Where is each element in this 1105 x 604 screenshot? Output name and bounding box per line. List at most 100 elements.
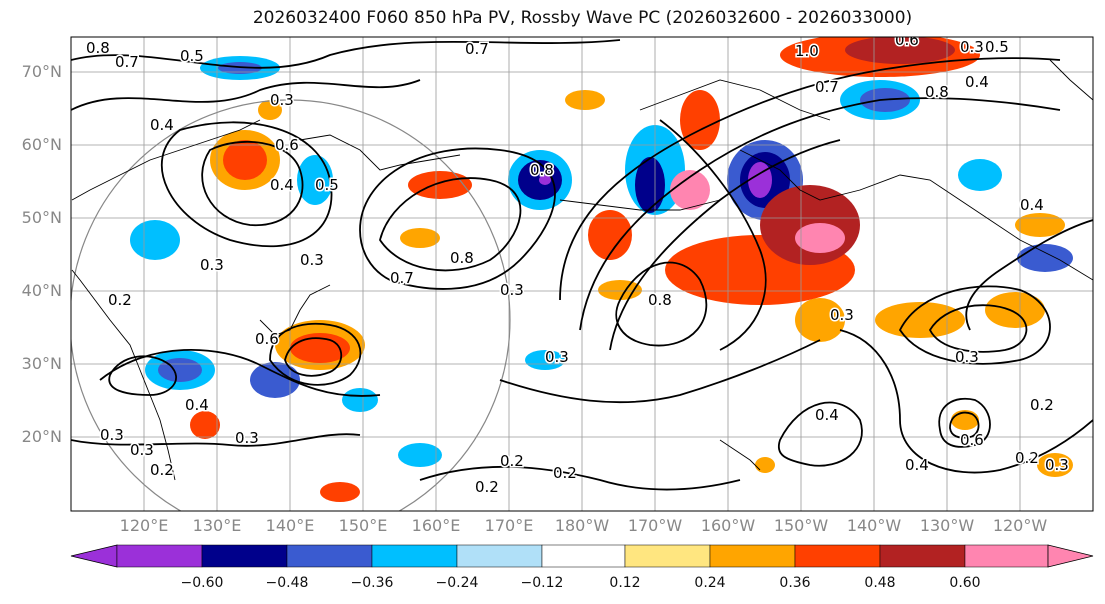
shade-positive <box>190 411 220 439</box>
lon-label: 130°E <box>192 516 242 535</box>
shade-positive <box>985 292 1045 328</box>
contour-line <box>419 465 741 491</box>
lat-label: 70°N <box>21 62 62 81</box>
colorbar-swatch <box>624 544 711 568</box>
coastline <box>719 439 761 471</box>
map-title: 2026032400 F060 850 hPa PV, Rossby Wave … <box>252 8 913 28</box>
contour-label: 0.3 <box>235 429 259 447</box>
coastline <box>739 149 1093 281</box>
contour-label: 0.8 <box>450 249 474 267</box>
contour-label: 0.8 <box>530 161 554 179</box>
shade-positive <box>875 302 965 338</box>
contour-label: 0.6 <box>895 31 919 49</box>
shade-positive <box>408 171 472 199</box>
contour-label: 0.4 <box>1020 196 1044 214</box>
shade-positive <box>588 210 632 260</box>
colorbar <box>70 544 1094 568</box>
shade-positive <box>400 228 440 248</box>
shade-positive <box>320 482 360 502</box>
contour-label: 0.8 <box>925 83 949 101</box>
lon-label: 150°W <box>773 516 829 535</box>
contour-label: 0.7 <box>115 53 139 71</box>
contour-label: 0.3 <box>100 426 124 444</box>
reference-circle <box>71 99 511 511</box>
contour-label: 0.2 <box>475 478 499 496</box>
contour-label: 0.3 <box>955 348 979 366</box>
lon-label: 130°W <box>919 516 975 535</box>
contour-label: 0.5 <box>180 47 204 65</box>
contour-label: 1.0 <box>795 42 819 60</box>
contour-label: 0.4 <box>905 456 929 474</box>
colorbar-max-arrow <box>1047 544 1094 568</box>
coastlines <box>71 59 1093 481</box>
colorbar-swatch <box>709 544 796 568</box>
contour-label: 0.4 <box>270 176 294 194</box>
coastline <box>71 119 261 201</box>
colorbar-tick-label: 0.48 <box>864 575 896 591</box>
lat-label: 50°N <box>21 208 62 227</box>
coastline <box>639 79 831 121</box>
contour-label: 0.6 <box>960 431 984 449</box>
shade-negative <box>958 159 1002 191</box>
lat-label: 40°N <box>21 281 62 300</box>
contour-label: 0.7 <box>390 269 414 287</box>
contour-label: 0.4 <box>965 73 989 91</box>
colorbar-swatch <box>541 544 626 568</box>
contour-line <box>579 97 1061 331</box>
coastline <box>1049 59 1093 101</box>
shade-positive <box>755 457 775 473</box>
contour-label: 0.8 <box>648 291 672 309</box>
colorbar-tick-label: −0.12 <box>520 575 564 591</box>
colorbar-swatch <box>371 544 458 568</box>
lat-label: 20°N <box>21 427 62 446</box>
contour-label: 0.4 <box>185 396 209 414</box>
colorbar-min-arrow <box>70 544 118 568</box>
contour-line <box>269 322 362 386</box>
shade-negative <box>1017 244 1073 272</box>
contour-line <box>949 411 980 439</box>
contour-line <box>71 79 421 111</box>
contour-label: 0.2 <box>1015 449 1039 467</box>
colorbar-tick-label: 0.24 <box>694 575 726 591</box>
shade-positive <box>1037 453 1073 477</box>
shade-negative <box>218 62 262 74</box>
contour-label: 0.2 <box>1030 396 1054 414</box>
lon-label: 120°W <box>992 516 1048 535</box>
lon-label: 140°E <box>265 516 315 535</box>
shade-positive <box>565 90 605 110</box>
contour-line <box>898 285 1051 365</box>
lon-label: 160°E <box>411 516 461 535</box>
contour-label: 0.2 <box>108 291 132 309</box>
coastline <box>299 134 461 171</box>
contour-label: 0.6 <box>275 136 299 154</box>
contour-line <box>359 147 556 290</box>
contour-label: 0.3 <box>830 306 854 324</box>
contour-label: 0.2 <box>500 452 524 470</box>
shade-positive <box>845 37 955 64</box>
colorbar-swatch <box>456 544 543 568</box>
contour-line <box>71 39 621 69</box>
colorbar-tick-label: −0.60 <box>180 575 224 591</box>
colorbar-tick-label: −0.24 <box>435 575 479 591</box>
colorbar-tick-label: 0.60 <box>949 575 981 591</box>
shade-positive <box>795 223 845 253</box>
contour-line <box>71 433 361 447</box>
contour-line <box>284 337 343 377</box>
shade-positive <box>598 280 642 300</box>
shade-negative <box>748 162 772 198</box>
contour-line <box>161 121 333 248</box>
contour-label: 0.7 <box>815 78 839 96</box>
colorbar-tick-label: 0.12 <box>609 575 641 591</box>
contour-line <box>108 355 177 396</box>
shade-positive <box>1015 213 1065 237</box>
contour-line <box>928 304 1028 353</box>
lon-label: 180°W <box>554 516 610 535</box>
shade-positive <box>795 298 845 342</box>
shade-positive <box>223 140 267 180</box>
contour-label: 0.3 <box>1045 456 1069 474</box>
shade-negative <box>539 175 551 185</box>
map-frame <box>70 36 1094 512</box>
contour-label: 0.7 <box>465 40 489 58</box>
colorbar-swatch <box>964 544 1049 568</box>
